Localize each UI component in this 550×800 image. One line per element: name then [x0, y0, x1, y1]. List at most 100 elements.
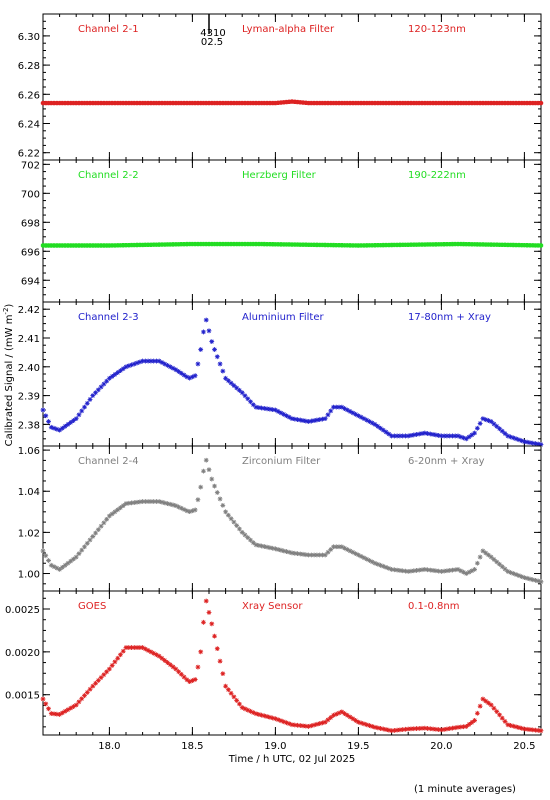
- data-point: [90, 100, 96, 106]
- data-point: [90, 393, 96, 398]
- data-point: [361, 243, 367, 248]
- data-point: [331, 242, 336, 248]
- data-point: [289, 99, 295, 104]
- data-point: [82, 243, 87, 248]
- data-point: [82, 100, 87, 106]
- panel-label: Herzberg Filter: [242, 170, 317, 181]
- data-point: [383, 564, 389, 570]
- data-point: [101, 672, 107, 678]
- data-point: [444, 100, 450, 106]
- data-point: [159, 100, 165, 106]
- data-point: [134, 242, 140, 248]
- data-point: [414, 242, 419, 247]
- data-point: [295, 417, 300, 422]
- data-point: [320, 552, 325, 558]
- data-point: [416, 567, 422, 573]
- data-point: [414, 100, 419, 106]
- data-point: [250, 710, 256, 715]
- data-point: [353, 411, 359, 417]
- data-point: [281, 548, 287, 554]
- data-point: [209, 100, 214, 106]
- data-point: [317, 721, 323, 726]
- data-point: [65, 560, 71, 566]
- data-point: [49, 243, 54, 248]
- data-point: [187, 679, 193, 685]
- data-point: [535, 728, 541, 733]
- data-point: [264, 544, 270, 550]
- data-point: [369, 724, 375, 729]
- data-point: [48, 424, 54, 430]
- data-point: [62, 562, 68, 568]
- data-point: [317, 417, 323, 422]
- data-point: [325, 100, 331, 106]
- panel-label: Channel 2-2: [78, 170, 139, 181]
- data-point: [267, 406, 273, 412]
- data-point: [126, 500, 132, 506]
- data-point: [417, 100, 422, 106]
- data-point: [79, 547, 85, 553]
- data-point: [54, 100, 60, 106]
- data-point: [530, 100, 535, 106]
- data-point: [403, 726, 408, 732]
- data-point: [391, 567, 397, 573]
- y-axis-label: Calibrated Signal / (mW m-2): [2, 304, 15, 447]
- data-point: [270, 100, 275, 106]
- data-point: [85, 100, 90, 106]
- y-axis-label-main: Calibrated Signal / (mW m: [4, 315, 15, 447]
- data-point: [73, 243, 79, 248]
- data-point: [472, 100, 477, 106]
- data-point: [109, 511, 115, 517]
- data-point: [522, 439, 527, 445]
- data-point: [264, 241, 270, 247]
- data-point: [494, 100, 499, 106]
- data-point: [336, 242, 342, 248]
- data-point: [284, 720, 289, 726]
- data-point: [427, 726, 433, 732]
- data-point: [339, 709, 345, 715]
- data-point: [275, 100, 281, 106]
- data-point: [51, 425, 57, 431]
- data-point: [112, 243, 118, 248]
- data-point: [297, 551, 303, 557]
- data-point: [455, 567, 461, 572]
- data-point: [264, 406, 270, 412]
- data-point: [461, 569, 466, 575]
- data-point: [342, 711, 347, 716]
- panel-label: 120-123nm: [408, 24, 466, 35]
- data-point: [311, 242, 317, 248]
- data-point: [287, 242, 292, 247]
- data-point: [508, 723, 513, 728]
- data-point: [336, 544, 342, 550]
- data-point: [46, 558, 51, 563]
- data-point: [439, 569, 444, 574]
- data-point: [286, 549, 292, 555]
- panel-5: 0.0015 0.0020 0.0025 GOES Xray Sensor 0.1-0.8…: [5, 590, 544, 736]
- data-point: [123, 364, 129, 370]
- data-point: [455, 241, 461, 247]
- data-point: [378, 726, 383, 731]
- data-point: [162, 242, 167, 247]
- data-point: [239, 705, 245, 710]
- data-point: [201, 100, 206, 106]
- data-point: [405, 100, 411, 106]
- data-point: [123, 100, 129, 106]
- data-point: [336, 100, 342, 106]
- data-point: [162, 361, 168, 367]
- data-point: [408, 433, 414, 438]
- data-point: [120, 648, 126, 654]
- data-point: [300, 551, 306, 557]
- data-point: [118, 505, 123, 511]
- data-point: [148, 649, 154, 655]
- data-point: [98, 243, 104, 248]
- data-point: [51, 711, 57, 717]
- y-tick-label: 694: [21, 276, 40, 287]
- data-point: [267, 545, 273, 551]
- data-point: [317, 552, 323, 558]
- series-4: [40, 457, 544, 585]
- data-point: [367, 243, 372, 248]
- data-point: [190, 678, 195, 683]
- data-point: [237, 100, 242, 106]
- data-point: [453, 241, 458, 247]
- data-point: [261, 713, 267, 719]
- data-point: [192, 100, 198, 106]
